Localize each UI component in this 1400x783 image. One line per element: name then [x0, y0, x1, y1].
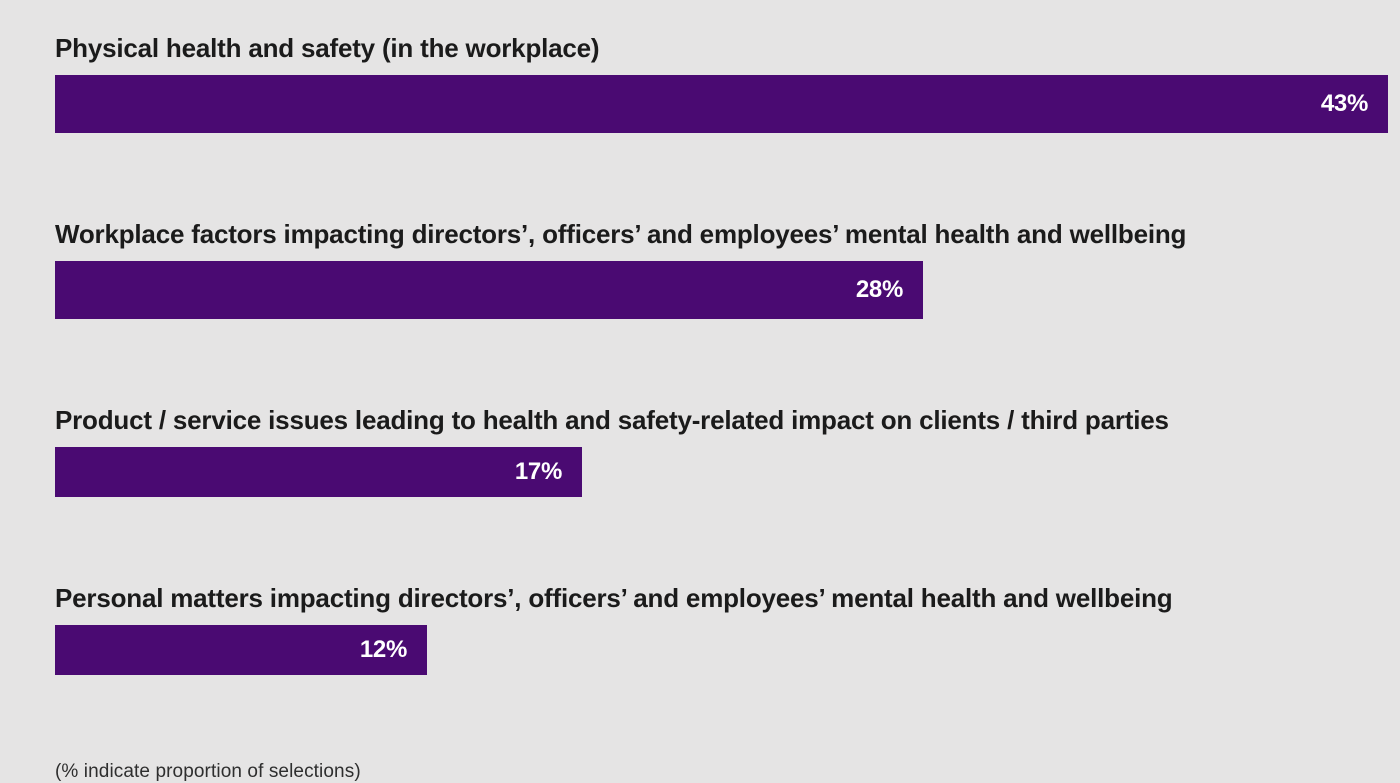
chart-footnote: (% indicate proportion of selections) — [55, 761, 361, 782]
bar-label: Physical health and safety (in the workp… — [55, 33, 600, 63]
bar: 12% — [55, 625, 427, 675]
bar-value-label: 12% — [359, 636, 407, 663]
bar-label: Personal matters impacting directors’, o… — [55, 583, 1173, 613]
bar-value-label: 17% — [514, 458, 562, 485]
bar-value-label: 43% — [1320, 90, 1368, 117]
bar-label: Workplace factors impacting directors’, … — [55, 219, 1187, 249]
bar-row: Product / service issues leading to heal… — [55, 405, 1388, 497]
bar-value-label: 28% — [855, 276, 903, 303]
bar: 28% — [55, 261, 923, 319]
bar-row: Physical health and safety (in the workp… — [55, 33, 1388, 133]
bar: 43% — [55, 75, 1388, 133]
bar: 17% — [55, 447, 582, 497]
bar-row: Workplace factors impacting directors’, … — [55, 219, 1388, 319]
bar-label: Product / service issues leading to heal… — [55, 405, 1169, 435]
bar-row: Personal matters impacting directors’, o… — [55, 583, 1388, 675]
